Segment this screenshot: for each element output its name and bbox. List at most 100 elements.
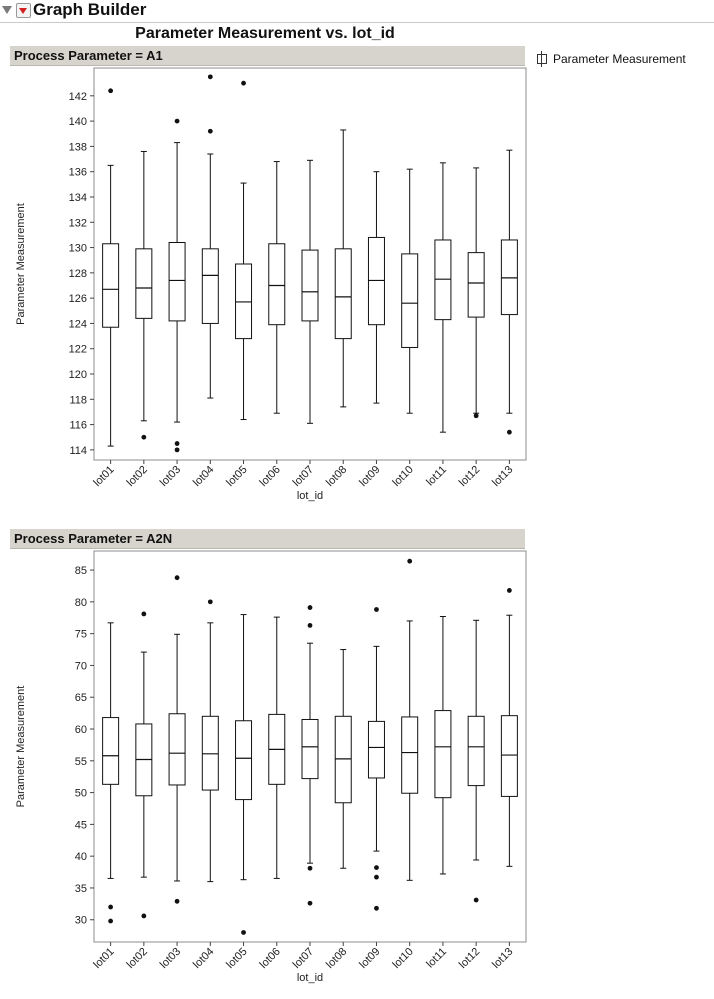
panel-header-a1[interactable]: Process Parameter = A1 [10, 46, 525, 66]
outlier-point [473, 897, 479, 903]
box-lot03 [168, 575, 186, 904]
y-tick-label: 60 [75, 724, 87, 736]
box-iqr [467, 715, 485, 787]
red-triangle-menu-icon[interactable] [16, 3, 31, 18]
outlier-point [108, 88, 114, 94]
box-iqr [367, 236, 385, 326]
y-tick-label: 30 [75, 915, 87, 927]
outlier-point [207, 128, 213, 134]
x-tick-label: lot04 [191, 946, 216, 971]
box-lot02 [135, 150, 153, 440]
outlier-point [174, 441, 180, 446]
box-lot08 [334, 649, 352, 869]
box-lot10 [401, 168, 419, 414]
x-tick-label: lot02 [125, 464, 150, 489]
box-lot11 [434, 162, 452, 433]
x-tick-label: lot03 [158, 946, 183, 971]
box-iqr [102, 717, 120, 785]
box-lot06 [268, 616, 286, 879]
x-tick-label: lot02 [125, 946, 150, 971]
outlier-point [506, 429, 512, 435]
box-lot05 [235, 80, 253, 421]
x-tick-label: lot05 [224, 946, 249, 971]
x-axis-label: lot_id [297, 972, 323, 984]
box-lot08 [334, 129, 352, 408]
panel-header-a2n[interactable]: Process Parameter = A2N [10, 529, 525, 549]
x-tick-label: lot05 [224, 464, 249, 489]
box-lot09 [367, 607, 385, 911]
y-axis-label: Parameter Measurement [15, 203, 27, 325]
outlier-point [174, 575, 180, 581]
box-iqr [235, 263, 253, 340]
y-tick-label: 128 [69, 268, 87, 280]
box-plot-legend-icon [537, 51, 547, 67]
x-tick-label: lot08 [324, 946, 349, 971]
box-lot05 [235, 614, 253, 935]
box-iqr [500, 715, 518, 797]
box-lot11 [434, 615, 452, 875]
box-iqr [301, 718, 319, 780]
box-lot06 [268, 161, 286, 414]
y-tick-label: 35 [75, 883, 87, 895]
box-iqr [168, 713, 186, 786]
x-tick-label: lot07 [291, 946, 316, 971]
outlier-point [174, 118, 180, 124]
box-lot01 [102, 622, 120, 924]
y-tick-label: 55 [75, 756, 87, 768]
x-tick-label: lot10 [390, 464, 415, 489]
box-lot03 [168, 118, 186, 453]
y-tick-label: 80 [75, 597, 87, 609]
outlier-point [407, 558, 413, 564]
box-lot09 [367, 171, 385, 404]
box-iqr [334, 248, 352, 340]
x-tick-label: lot13 [490, 946, 515, 971]
x-tick-label: lot04 [191, 464, 216, 489]
y-tick-label: 40 [75, 851, 87, 863]
box-iqr [201, 715, 219, 791]
outlier-point [174, 447, 180, 453]
outlier-point [374, 874, 379, 880]
box-iqr [334, 715, 352, 804]
box-lot02 [135, 611, 153, 919]
x-tick-label: lot11 [424, 464, 449, 489]
box-iqr [434, 239, 452, 321]
y-tick-label: 124 [69, 318, 87, 330]
disclosure-triangle-icon[interactable] [2, 6, 12, 14]
y-tick-label: 114 [69, 445, 87, 457]
x-tick-label: lot07 [291, 464, 316, 489]
box-plot-a1[interactable]: 114 116 118 120 122 124 126 128 130 132 134 136 138 1… [0, 66, 530, 506]
y-tick-label: 85 [75, 565, 87, 577]
box-iqr [467, 252, 485, 318]
box-iqr [102, 243, 120, 328]
box-iqr [401, 716, 419, 794]
outlier-point [241, 930, 246, 935]
box-iqr [235, 720, 253, 801]
y-tick-label: 140 [69, 116, 87, 128]
y-tick-label: 126 [69, 293, 87, 305]
box-lot12 [467, 619, 485, 903]
outlier-point [141, 611, 147, 617]
y-tick-label: 116 [69, 420, 87, 432]
box-lot10 [401, 558, 419, 881]
app-header: Graph Builder [0, 0, 714, 23]
outlier-point [207, 74, 213, 80]
box-iqr [201, 248, 219, 324]
y-tick-label: 45 [75, 819, 87, 831]
legend[interactable]: Parameter Measurement [537, 51, 686, 67]
x-tick-label: lot03 [158, 464, 183, 489]
x-tick-label: lot10 [390, 946, 415, 971]
box-lot07 [301, 605, 319, 906]
y-tick-label: 142 [69, 91, 87, 103]
box-iqr [268, 243, 286, 326]
x-tick-label: lot12 [457, 464, 482, 489]
outlier-point [473, 413, 479, 419]
legend-label: Parameter Measurement [553, 52, 686, 66]
y-tick-label: 120 [69, 369, 87, 381]
outlier-point [307, 865, 313, 871]
x-tick-label: lot09 [357, 464, 382, 489]
box-plot-a2n[interactable]: 30 35 40 45 50 55 60 65 70 75 80 85 Parameter Measur… [0, 549, 530, 994]
outlier-point [141, 434, 147, 440]
y-tick-label: 70 [75, 660, 87, 672]
box-lot13 [500, 149, 518, 435]
outlier-point [307, 622, 313, 628]
